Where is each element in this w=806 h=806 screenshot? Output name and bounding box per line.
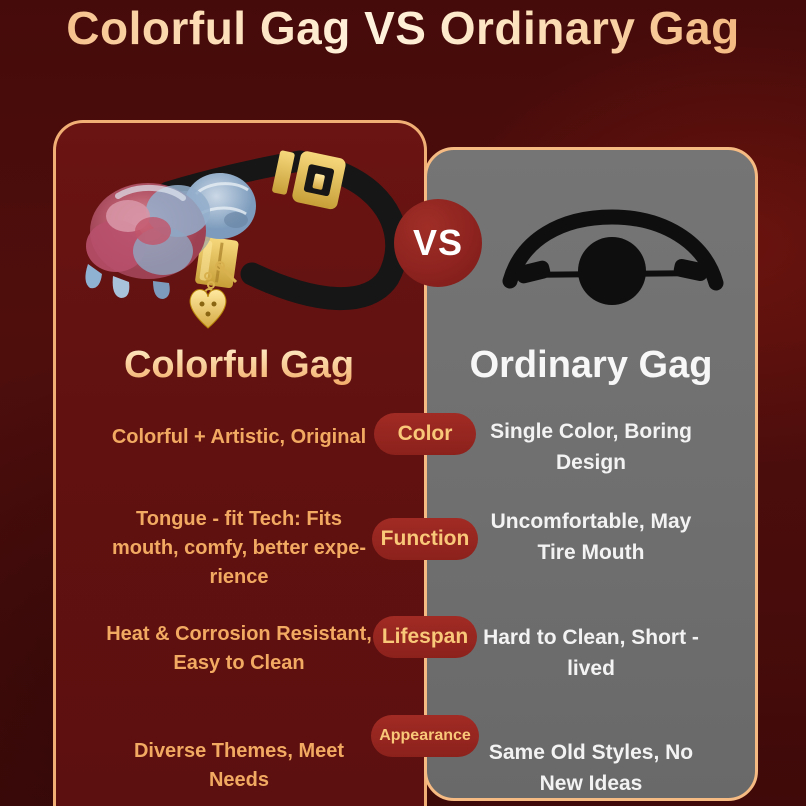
ordinary-lifespan-text: Hard to Clean, Short - lived [483,626,699,680]
colorful-gag-heading: Colorful Gag [57,344,421,387]
ordinary-color-text: Single Color, Boring Design [490,420,692,474]
colorful-lifespan-text: Heat & Corrosion Resistant, Easy to Clea… [106,623,372,674]
ordinary-gag-icon [502,209,724,305]
ordinary-function-text: Uncomfortable, May Tire Mouth [490,510,692,564]
label-pill-color: Color [374,413,476,455]
label-pill-appearance: Appearance [371,715,479,757]
vs-badge: VS [394,199,482,287]
label-pill-function: Function [372,518,478,560]
colorful-color-text: Colorful + Artistic, Original [111,426,367,448]
label-pill-lifespan: Lifespan [373,616,477,658]
colorful-appearance-text: Diverse Themes, Meet Needs [133,740,345,791]
ordinary-gag-heading: Ordinary Gag [469,344,713,386]
colorful-gag-product-image [85,150,409,329]
page-title: Colorful Gag VS Ordinary Gag [0,0,806,56]
ordinary-appearance-text: Same Old Styles, No New Ideas [488,741,694,795]
colorful-function-text: Tongue - fit Tech: Fits mouth, comfy, be… [111,508,367,588]
